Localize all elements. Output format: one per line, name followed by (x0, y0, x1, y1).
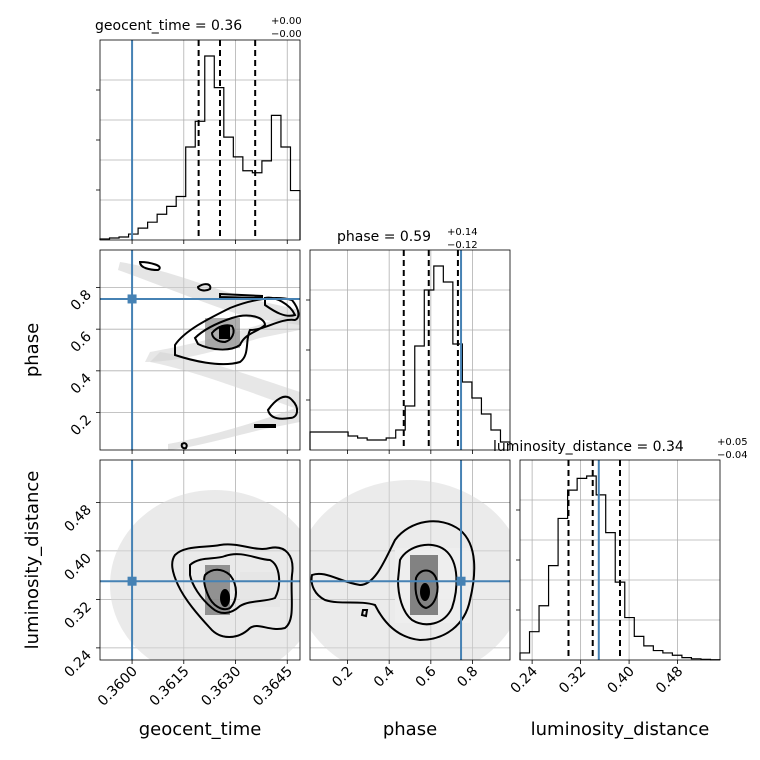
title-geocent-time: geocent_time = 0.36 +0.00 −0.00 (95, 16, 302, 40)
x-tick-label: 0.4 (371, 663, 398, 690)
xlabel-phase: phase (383, 719, 437, 740)
quantile-lines (197, 40, 621, 660)
contour-tiny (360, 609, 369, 618)
scatter-band-bottom (168, 406, 300, 450)
title-phase-main: phase = 0.59 (337, 229, 431, 245)
title-luminosity-distance: luminosity_distance = 0.34 +0.05 −0.04 (493, 437, 748, 461)
truth-marker (456, 576, 466, 586)
x-tick-label: 0.3600 (95, 664, 141, 710)
y-tick-label: 0.32 (61, 599, 94, 632)
title-luminosity-distance-minus: −0.04 (717, 450, 748, 461)
y-tick-label: 0.6 (68, 329, 95, 356)
y-tick-label: 0.8 (68, 287, 95, 314)
title-luminosity-distance-plus: +0.05 (717, 437, 748, 448)
y-tick-label: 0.48 (61, 502, 94, 535)
density-layer (110, 262, 510, 660)
truth-lines (100, 40, 600, 660)
panel-frame (99, 459, 301, 661)
x-tick-label: 0.32 (556, 664, 589, 697)
density-peak (220, 589, 230, 607)
truth-marker (127, 294, 137, 304)
tick-marks (96, 89, 678, 664)
contour-lower-right (266, 395, 298, 420)
contour-outer (310, 520, 476, 642)
y-tick-label: 0.2 (68, 412, 95, 439)
contour-outer (171, 543, 294, 638)
title-luminosity-distance-main: luminosity_distance = 0.34 (493, 439, 684, 455)
contour-inner (203, 568, 237, 611)
x-tick-label: 0.3615 (147, 664, 193, 710)
hist-step-geocent_time (99, 55, 301, 240)
contour-inner (210, 324, 235, 344)
x-tick-label: 0.2 (329, 664, 356, 691)
x-tick-label: 0.8 (454, 664, 481, 691)
density-peak (420, 583, 430, 601)
y-tick-label: 0.4 (68, 370, 95, 397)
ylabel-luminosity-distance: luminosity_distance (22, 471, 43, 650)
y-tick-label: 0.40 (61, 550, 94, 583)
title-geocent-time-minus: −0.00 (271, 29, 302, 40)
x-tick-label: 0.3630 (198, 664, 244, 710)
contour-inner (414, 569, 439, 610)
contour-lower-bar (254, 424, 276, 428)
panel-frame (309, 459, 511, 661)
panel-frame (99, 39, 301, 241)
panel-frame (309, 249, 511, 451)
contour-layer (138, 260, 476, 642)
truth-marker (127, 576, 137, 586)
contour-mid (189, 553, 281, 614)
scatter-band-top (118, 262, 300, 325)
xlabel-luminosity-distance: luminosity_distance (531, 719, 710, 740)
panel-frame (99, 249, 301, 451)
density-peak (219, 326, 230, 339)
title-phase-plus: +0.14 (447, 227, 478, 238)
ylabel-phase: phase (22, 323, 43, 377)
x-tick-label: 0.48 (653, 664, 686, 697)
contour-outer (174, 297, 300, 366)
contour-top (138, 260, 161, 272)
title-phase-minus: −0.12 (447, 240, 478, 251)
panel-geocent-hist (100, 40, 300, 240)
contour-mid (396, 543, 458, 626)
hist-step-phase (309, 265, 511, 450)
title-geocent-time-plus: +0.00 (271, 16, 302, 27)
xlabel-geocent-time: geocent_time (139, 719, 262, 740)
x-tick-label: 0.24 (508, 663, 541, 696)
scatter-band-lower (150, 352, 300, 410)
contour-tiny (180, 442, 188, 450)
title-phase: phase = 0.59 +0.14 −0.12 (337, 227, 478, 251)
x-tick-label: 0.6 (413, 663, 440, 690)
contour-mid (193, 314, 267, 351)
x-tick-label: 0.3645 (250, 664, 296, 710)
title-geocent-time-main: geocent_time = 0.36 (95, 18, 242, 34)
x-tick-label: 0.40 (605, 664, 638, 697)
y-tick-label: 0.24 (61, 647, 94, 680)
